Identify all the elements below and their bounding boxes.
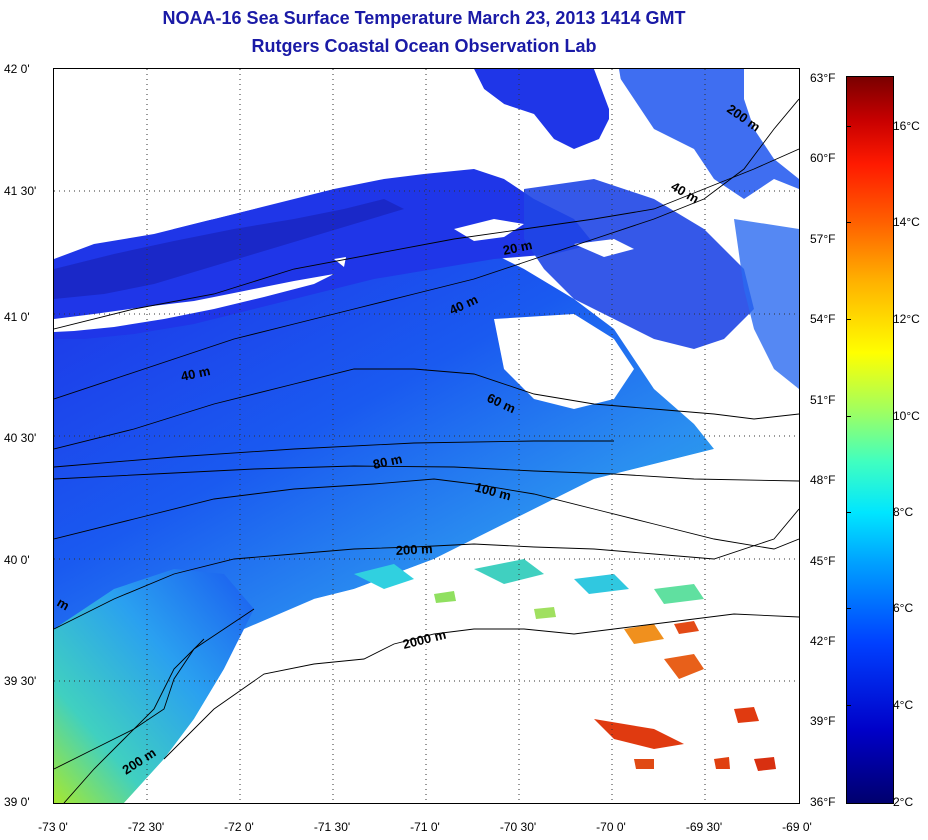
colorbar-tick bbox=[846, 416, 851, 417]
lon-label: -70 30' bbox=[499, 820, 537, 834]
water-mass-upper-sound bbox=[54, 199, 404, 299]
fahrenheit-label: 48°F bbox=[810, 473, 836, 487]
isobath-60m bbox=[54, 368, 799, 450]
warm-water-patches bbox=[594, 621, 776, 771]
sst-map-svg: 200 m 40 m 20 m 40 m 40 m 60 m 80 m 100 … bbox=[54, 69, 799, 803]
fahrenheit-label: 54°F bbox=[810, 312, 836, 326]
temperature-colorbar bbox=[846, 76, 894, 804]
celsius-label: 10°C bbox=[893, 409, 920, 423]
fahrenheit-label: 45°F bbox=[810, 554, 836, 568]
celsius-label: 12°C bbox=[893, 312, 920, 326]
celsius-label: 4°C bbox=[893, 698, 914, 712]
cloud-gap-northeast bbox=[744, 69, 799, 179]
map-subtitle: Rutgers Coastal Ocean Observation Lab bbox=[251, 36, 597, 56]
isobath-20m bbox=[54, 148, 799, 330]
mid-temperature-patches bbox=[354, 559, 704, 619]
lon-label: -72 0' bbox=[224, 820, 254, 834]
isobath-label: 200 m bbox=[395, 541, 433, 558]
fahrenheit-label: 51°F bbox=[810, 393, 836, 407]
sst-map: 200 m 40 m 20 m 40 m 40 m 60 m 80 m 100 … bbox=[53, 68, 800, 804]
lat-label: 40 0' bbox=[4, 553, 30, 567]
fahrenheit-label: 36°F bbox=[810, 795, 836, 809]
celsius-label: 2°C bbox=[893, 795, 914, 809]
cloud-gap-south bbox=[124, 439, 799, 803]
land-connecticut-rhode-island bbox=[54, 69, 504, 249]
lat-label: 42 0' bbox=[4, 62, 30, 76]
colorbar-tick bbox=[846, 126, 851, 127]
water-mass-east bbox=[734, 219, 799, 389]
fahrenheit-label: 39°F bbox=[810, 714, 836, 728]
lat-label: 40 30' bbox=[4, 431, 37, 445]
water-mass-capecod-bay bbox=[474, 69, 614, 149]
lon-label: -71 0' bbox=[410, 820, 440, 834]
isobath-lines bbox=[54, 98, 799, 803]
colorbar-tick bbox=[846, 512, 851, 513]
isobath-sw-200m bbox=[54, 608, 255, 770]
isobath-200m bbox=[54, 508, 799, 630]
fahrenheit-label: 63°F bbox=[810, 71, 836, 85]
colorbar-tick bbox=[846, 319, 851, 320]
lat-label: 39 30' bbox=[4, 674, 37, 688]
celsius-label: 14°C bbox=[893, 215, 920, 229]
fahrenheit-label: 42°F bbox=[810, 634, 836, 648]
land-long-island bbox=[54, 274, 334, 332]
cloud-gap-east bbox=[494, 314, 634, 409]
colorbar-tick bbox=[846, 705, 851, 706]
land-nantucket bbox=[574, 239, 634, 257]
celsius-label: 6°C bbox=[893, 601, 914, 615]
isobath-label: 20 m bbox=[502, 237, 534, 258]
colorbar-tick bbox=[846, 222, 851, 223]
celsius-label: 16°C bbox=[893, 119, 920, 133]
lon-label: -72 30' bbox=[127, 820, 165, 834]
land-marthas-vineyard bbox=[454, 219, 524, 241]
isobath-40m bbox=[54, 98, 799, 400]
fahrenheit-label: 60°F bbox=[810, 151, 836, 165]
isobath-label: 80 m bbox=[372, 451, 404, 472]
isobath-sw-shelf bbox=[63, 638, 205, 803]
lat-label: 41 0' bbox=[4, 310, 30, 324]
water-mass-nantucket-shoals bbox=[524, 179, 754, 349]
map-title: NOAA-16 Sea Surface Temperature March 23… bbox=[162, 8, 686, 28]
lon-label: -71 30' bbox=[313, 820, 351, 834]
isobath-upper-a bbox=[54, 440, 614, 468]
colorbar-tick bbox=[846, 608, 851, 609]
lon-label: -73 0' bbox=[38, 820, 68, 834]
land-cape-cod bbox=[549, 69, 629, 169]
lon-label: -70 0' bbox=[596, 820, 626, 834]
lon-label: -69 0' bbox=[782, 820, 812, 834]
lat-label: 41 30' bbox=[4, 184, 37, 198]
isobath-80m bbox=[54, 465, 799, 482]
isobath-label: 40 m bbox=[180, 363, 212, 384]
fahrenheit-label: 57°F bbox=[810, 232, 836, 246]
isobath-2000m bbox=[163, 613, 799, 760]
graticule bbox=[54, 69, 799, 803]
water-mass-sound bbox=[54, 169, 594, 339]
lat-label: 39 0' bbox=[4, 795, 30, 809]
isobath-100m bbox=[54, 478, 799, 550]
celsius-label: 8°C bbox=[893, 505, 914, 519]
lon-label: -69 30' bbox=[685, 820, 723, 834]
